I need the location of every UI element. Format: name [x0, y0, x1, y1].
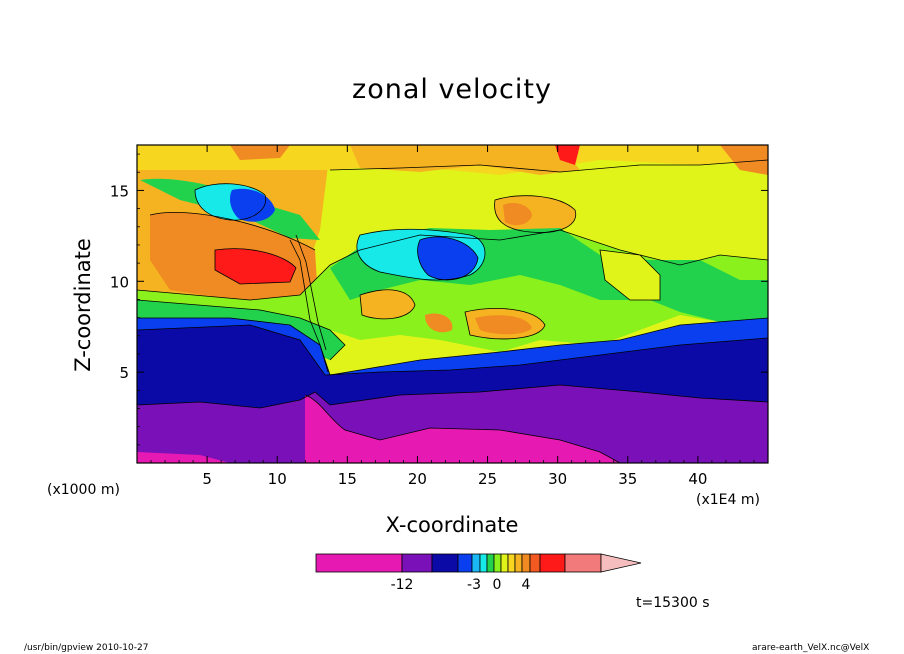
colorbar-swatch [564, 553, 602, 573]
y-tick-label: 15 [110, 182, 129, 200]
x-axis-label: X-coordinate [385, 513, 519, 537]
x-tick-label: 40 [688, 470, 707, 488]
y-tick-label: 10 [110, 273, 129, 291]
colorbar-tick-label: -3 [467, 577, 481, 593]
colorbar-tick-label: 4 [522, 577, 531, 593]
colorbar-extend-arrow [600, 553, 642, 573]
colorbar-swatch [457, 553, 473, 573]
colorbar-swatch [486, 553, 495, 573]
colorbar-swatch [500, 553, 509, 573]
colorbar-swatch [479, 553, 488, 573]
x-unit-left: (x1000 m) [47, 482, 120, 498]
x-tick-label: 15 [338, 470, 357, 488]
x-tick-label: 5 [202, 470, 212, 488]
x-tick-label: 10 [268, 470, 287, 488]
colorbar-swatch [315, 553, 403, 573]
colorbar-swatch [539, 553, 566, 573]
plot-frame [136, 144, 769, 464]
x-tick-label: 20 [408, 470, 427, 488]
colorbar-tick-label: -12 [391, 577, 414, 593]
x-tick-label: 35 [618, 470, 637, 488]
colorbar-swatch [507, 553, 516, 573]
footer-left: /usr/bin/gpview 2010-10-27 [24, 643, 149, 653]
chart-title: zonal velocity [352, 74, 552, 105]
x-unit-right: (x1E4 m) [696, 492, 760, 508]
colorbar-tick-label: 0 [493, 577, 502, 593]
x-tick-label: 25 [478, 470, 497, 488]
colorbar-swatch [471, 553, 481, 573]
time-annotation: t=15300 s [636, 595, 710, 611]
y-axis-label: Z-coordinate [71, 238, 95, 372]
footer-right: arare-earth_VelX.nc@VelX [752, 643, 870, 653]
colorbar-swatch [514, 553, 523, 573]
colorbar-swatch [431, 553, 459, 573]
x-tick-label: 30 [548, 470, 567, 488]
colorbar-swatch [401, 553, 433, 573]
y-tick-label: 5 [119, 364, 129, 382]
colorbar-swatch [521, 553, 531, 573]
colorbar-swatch [529, 553, 541, 573]
colorbar-swatch [493, 553, 502, 573]
